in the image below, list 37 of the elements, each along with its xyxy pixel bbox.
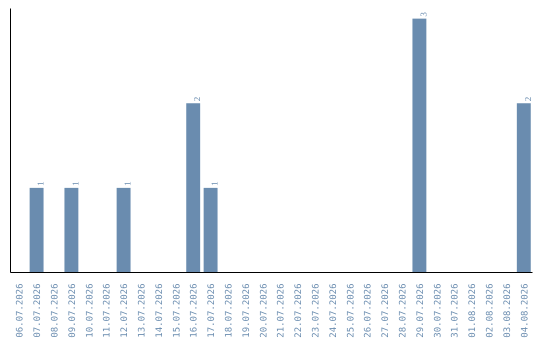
data-label: 1 (122, 181, 133, 186)
data-label: 2 (192, 96, 202, 102)
x-tick-label: 22.07.2026 (294, 283, 304, 338)
x-tick-label: 13.07.2026 (138, 283, 148, 338)
data-label: 1 (36, 181, 46, 186)
x-tick-label: 03.08.2026 (502, 283, 513, 338)
x-tick-label: 23.07.2026 (312, 283, 322, 338)
x-tick-label: 27.07.2026 (381, 283, 392, 338)
x-tick-label: 30.07.2026 (433, 283, 444, 338)
x-tick-label: 15.07.2026 (172, 283, 182, 338)
x-tick-label: 07.07.2026 (33, 283, 44, 338)
x-tick-label: 29.07.2026 (416, 283, 426, 338)
x-tick-label: 26.07.2026 (364, 283, 374, 338)
x-tick-label: 11.07.2026 (102, 283, 113, 338)
x-tick-label: 16.07.2026 (190, 283, 200, 338)
x-tick-label: 31.07.2026 (450, 283, 461, 338)
x-tick-label: 08.07.2026 (50, 283, 60, 338)
x-tick-label: 02.08.2026 (486, 283, 496, 338)
x-tick-label: 25.07.2026 (346, 283, 356, 338)
x-tick-label: 04.08.2026 (520, 283, 530, 338)
x-tick-label: 14.07.2026 (154, 283, 165, 338)
x-tick-label: 09.07.2026 (68, 283, 78, 338)
data-label: 1 (70, 181, 80, 186)
x-tick-label: 12.07.2026 (120, 283, 130, 338)
x-tick-label: 10.07.2026 (85, 283, 96, 338)
x-tick-label: 01.08.2026 (468, 283, 478, 338)
x-tick-label: 28.07.2026 (398, 283, 408, 338)
data-label: 1 (210, 181, 220, 186)
x-tick-label: 20.07.2026 (259, 283, 270, 338)
x-tick-label: 17.07.2026 (207, 283, 218, 338)
x-tick-label: 06.07.2026 (16, 283, 26, 338)
data-label: 3 (418, 12, 428, 17)
x-tick-label: 21.07.2026 (276, 283, 287, 338)
x-tick-label: 18.07.2026 (224, 283, 234, 338)
x-tick-label: 24.07.2026 (328, 283, 339, 338)
data-label: 2 (522, 96, 533, 102)
x-tick-label: 19.07.2026 (242, 283, 252, 338)
